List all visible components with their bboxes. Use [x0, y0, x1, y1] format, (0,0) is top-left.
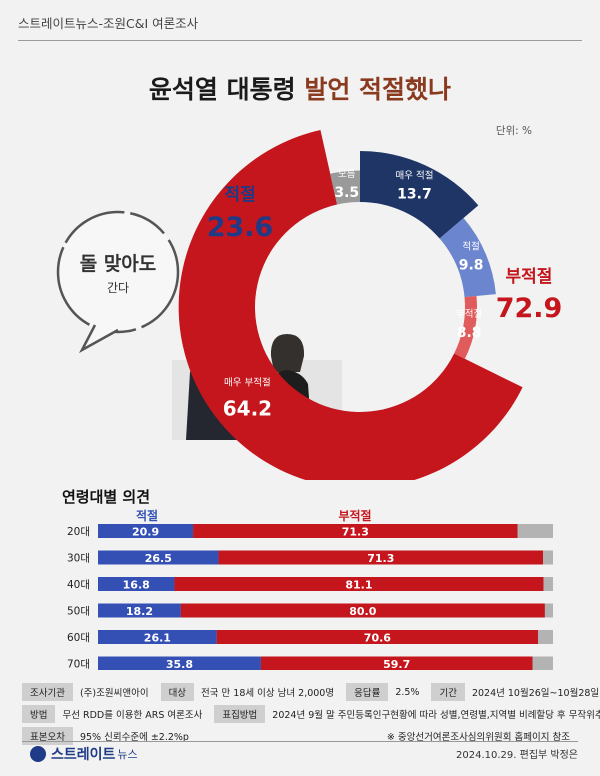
bar-inappropriate	[216, 630, 538, 644]
donut-slice-category: 모름	[338, 169, 356, 180]
survey-info-row: 표본오차 95% 신뢰수준에 ±2.2%p ※ 중앙선거여론조사심의위원회 홈페이지…	[22, 727, 578, 745]
donut-slice	[360, 151, 479, 239]
person-woman-hair	[270, 334, 305, 372]
donut-slice-category: 부적절	[456, 308, 482, 320]
bar-appropriate	[98, 656, 261, 670]
donut-segments	[178, 130, 523, 480]
survey-info-value: 2.5%	[395, 686, 420, 698]
title-main: 윤석열 대통령	[148, 75, 305, 104]
speech-bubble-line2: 간다	[107, 281, 129, 295]
donut-labels: 매우 적절 13.7 적절 9.8 부적절 8.8 매우 부적절 64.2 모름 3.5	[223, 169, 484, 420]
survey-info-tag: 표본오차	[22, 727, 73, 745]
header-divider	[18, 40, 582, 41]
age-category-label: 30대	[67, 553, 90, 565]
donut-slice-value: 8.8	[457, 325, 482, 341]
bar-value-label: 71.3	[367, 552, 394, 565]
survey-info-value: 무선 RDD를 이용한 ARS 여론조사	[62, 710, 203, 721]
legend-inappropriate: 부적절	[338, 508, 371, 523]
bar-value-label: 59.7	[383, 658, 410, 670]
footer-divider	[22, 741, 578, 742]
donut-slice	[439, 218, 496, 298]
survey-info-row: 방법 무선 RDD를 이용한 ARS 여론조사 표집방법 2024년 9월 말 주민등…	[22, 705, 600, 723]
bar-value-label: 70.6	[364, 632, 391, 645]
bar-appropriate	[98, 524, 194, 538]
bar-value-label: 81.1	[345, 579, 372, 592]
summary-appropriate-label: 적절	[224, 184, 255, 205]
age-chart-title: 연령대별 의견	[62, 488, 151, 506]
survey-info-value: 2024년 10월26일~10월28일	[471, 688, 600, 699]
age-category-label: 50대	[67, 606, 90, 618]
survey-info-row: 조사기관 (주)조원씨앤아이 대상 전국 만 18세 이상 남녀 2,000명 응답률 2…	[22, 683, 600, 701]
bar-inappropriate	[260, 656, 533, 670]
summary-appropriate-value: 23.6	[207, 212, 274, 243]
bar-value-label: 26.1	[144, 632, 171, 645]
donut-slice	[454, 295, 477, 359]
survey-info-value: (주)조원씨앤아이	[79, 688, 149, 699]
bar-value-label: 35.8	[166, 658, 193, 670]
survey-info-value: 95% 신뢰수준에 ±2.2%p	[79, 732, 189, 743]
logo-sub-text: 뉴스	[117, 748, 138, 761]
donut-slice-value: 3.5	[334, 185, 359, 201]
age-bars: 20대 20.9 71.3 30대 26.5 71.3 40대 16.8 81.1 50대 18.2…	[67, 524, 553, 670]
speech-bubble: 돌 맞아도 간다	[56, 210, 180, 354]
survey-info-tag: 응답률	[346, 683, 389, 701]
donut-slice	[330, 170, 360, 205]
speech-bubble-tail	[78, 324, 119, 354]
bar-appropriate	[98, 577, 175, 591]
donut-slice	[178, 130, 523, 480]
header-text: 스트레이트뉴스-조원C&I 여론조사	[18, 16, 199, 31]
donut-chart: 돌 맞아도 간다 매우 적절 13.7 적절 9.8 부적절 8.8 매우 부적절 64.2 모…	[56, 130, 563, 480]
legend-appropriate: 적절	[136, 508, 158, 523]
donut-slice-value: 13.7	[397, 186, 432, 202]
bar-appropriate	[98, 630, 217, 644]
survey-info-tag: 표집방법	[214, 705, 266, 723]
title-accent: 발언 적절했나	[304, 75, 452, 104]
bar-value-label: 71.3	[342, 526, 369, 539]
publisher-logo: 스트레이트 뉴스	[30, 744, 138, 764]
age-category-label: 60대	[67, 632, 90, 644]
summary-inappropriate-label: 부적절	[506, 266, 553, 287]
bar-inappropriate	[180, 603, 545, 618]
survey-info-value: 전국 만 18세 이상 남녀 2,000명	[201, 688, 335, 699]
bar-inappropriate	[193, 524, 518, 538]
speech-bubble-line1: 돌 맞아도	[80, 253, 157, 275]
bar-value-label: 18.2	[126, 605, 153, 618]
age-category-label: 40대	[67, 579, 90, 591]
bar-value-label: 26.5	[145, 552, 172, 565]
survey-info-note: ※ 중앙선거여론조사심의위원회 홈페이지 참조	[386, 732, 570, 743]
donut-slice-value: 64.2	[223, 396, 272, 420]
bar-value-label: 16.8	[123, 579, 150, 592]
donut-slice-value: 9.8	[459, 258, 484, 274]
donut-slice-category: 적절	[462, 241, 479, 253]
bar-appropriate	[98, 550, 219, 565]
donut-slice-category: 매우 부적절	[224, 376, 271, 388]
survey-info-tag: 대상	[160, 683, 195, 701]
survey-info-tag: 조사기관	[22, 683, 73, 701]
bar-value-label: 80.0	[349, 605, 376, 618]
age-category-label: 70대	[67, 659, 90, 671]
donut-slice-category: 매우 적절	[395, 169, 433, 181]
age-stacked-bar-chart: 적절 부적절 20대 20.9 71.3 30대 26.5 71.3 40대 16.8 81.1…	[67, 508, 553, 670]
bar-appropriate	[98, 603, 181, 618]
survey-info-tag: 방법	[22, 705, 56, 723]
bar-value-label: 20.9	[132, 526, 159, 539]
speech-bubble-shape	[56, 210, 180, 334]
logo-main-text: 스트레이트	[51, 747, 116, 763]
unit-label: 단위: %	[495, 125, 532, 137]
bar-inappropriate	[218, 550, 543, 565]
survey-info-value: 2024년 9월 말 주민등록인구현황에 따라 성별,연령별,지역별 비례할당 …	[272, 710, 600, 721]
survey-info-tag: 기간	[431, 683, 465, 701]
credit-line: 2024.10.29. 편집부 박정은	[456, 750, 578, 761]
bar-inappropriate	[174, 577, 544, 591]
age-category-label: 20대	[67, 526, 90, 538]
logo-mark-icon	[30, 746, 46, 762]
page-title: 윤석열 대통령 발언 적절했나	[0, 70, 600, 106]
summary-inappropriate-value: 72.9	[496, 293, 563, 324]
